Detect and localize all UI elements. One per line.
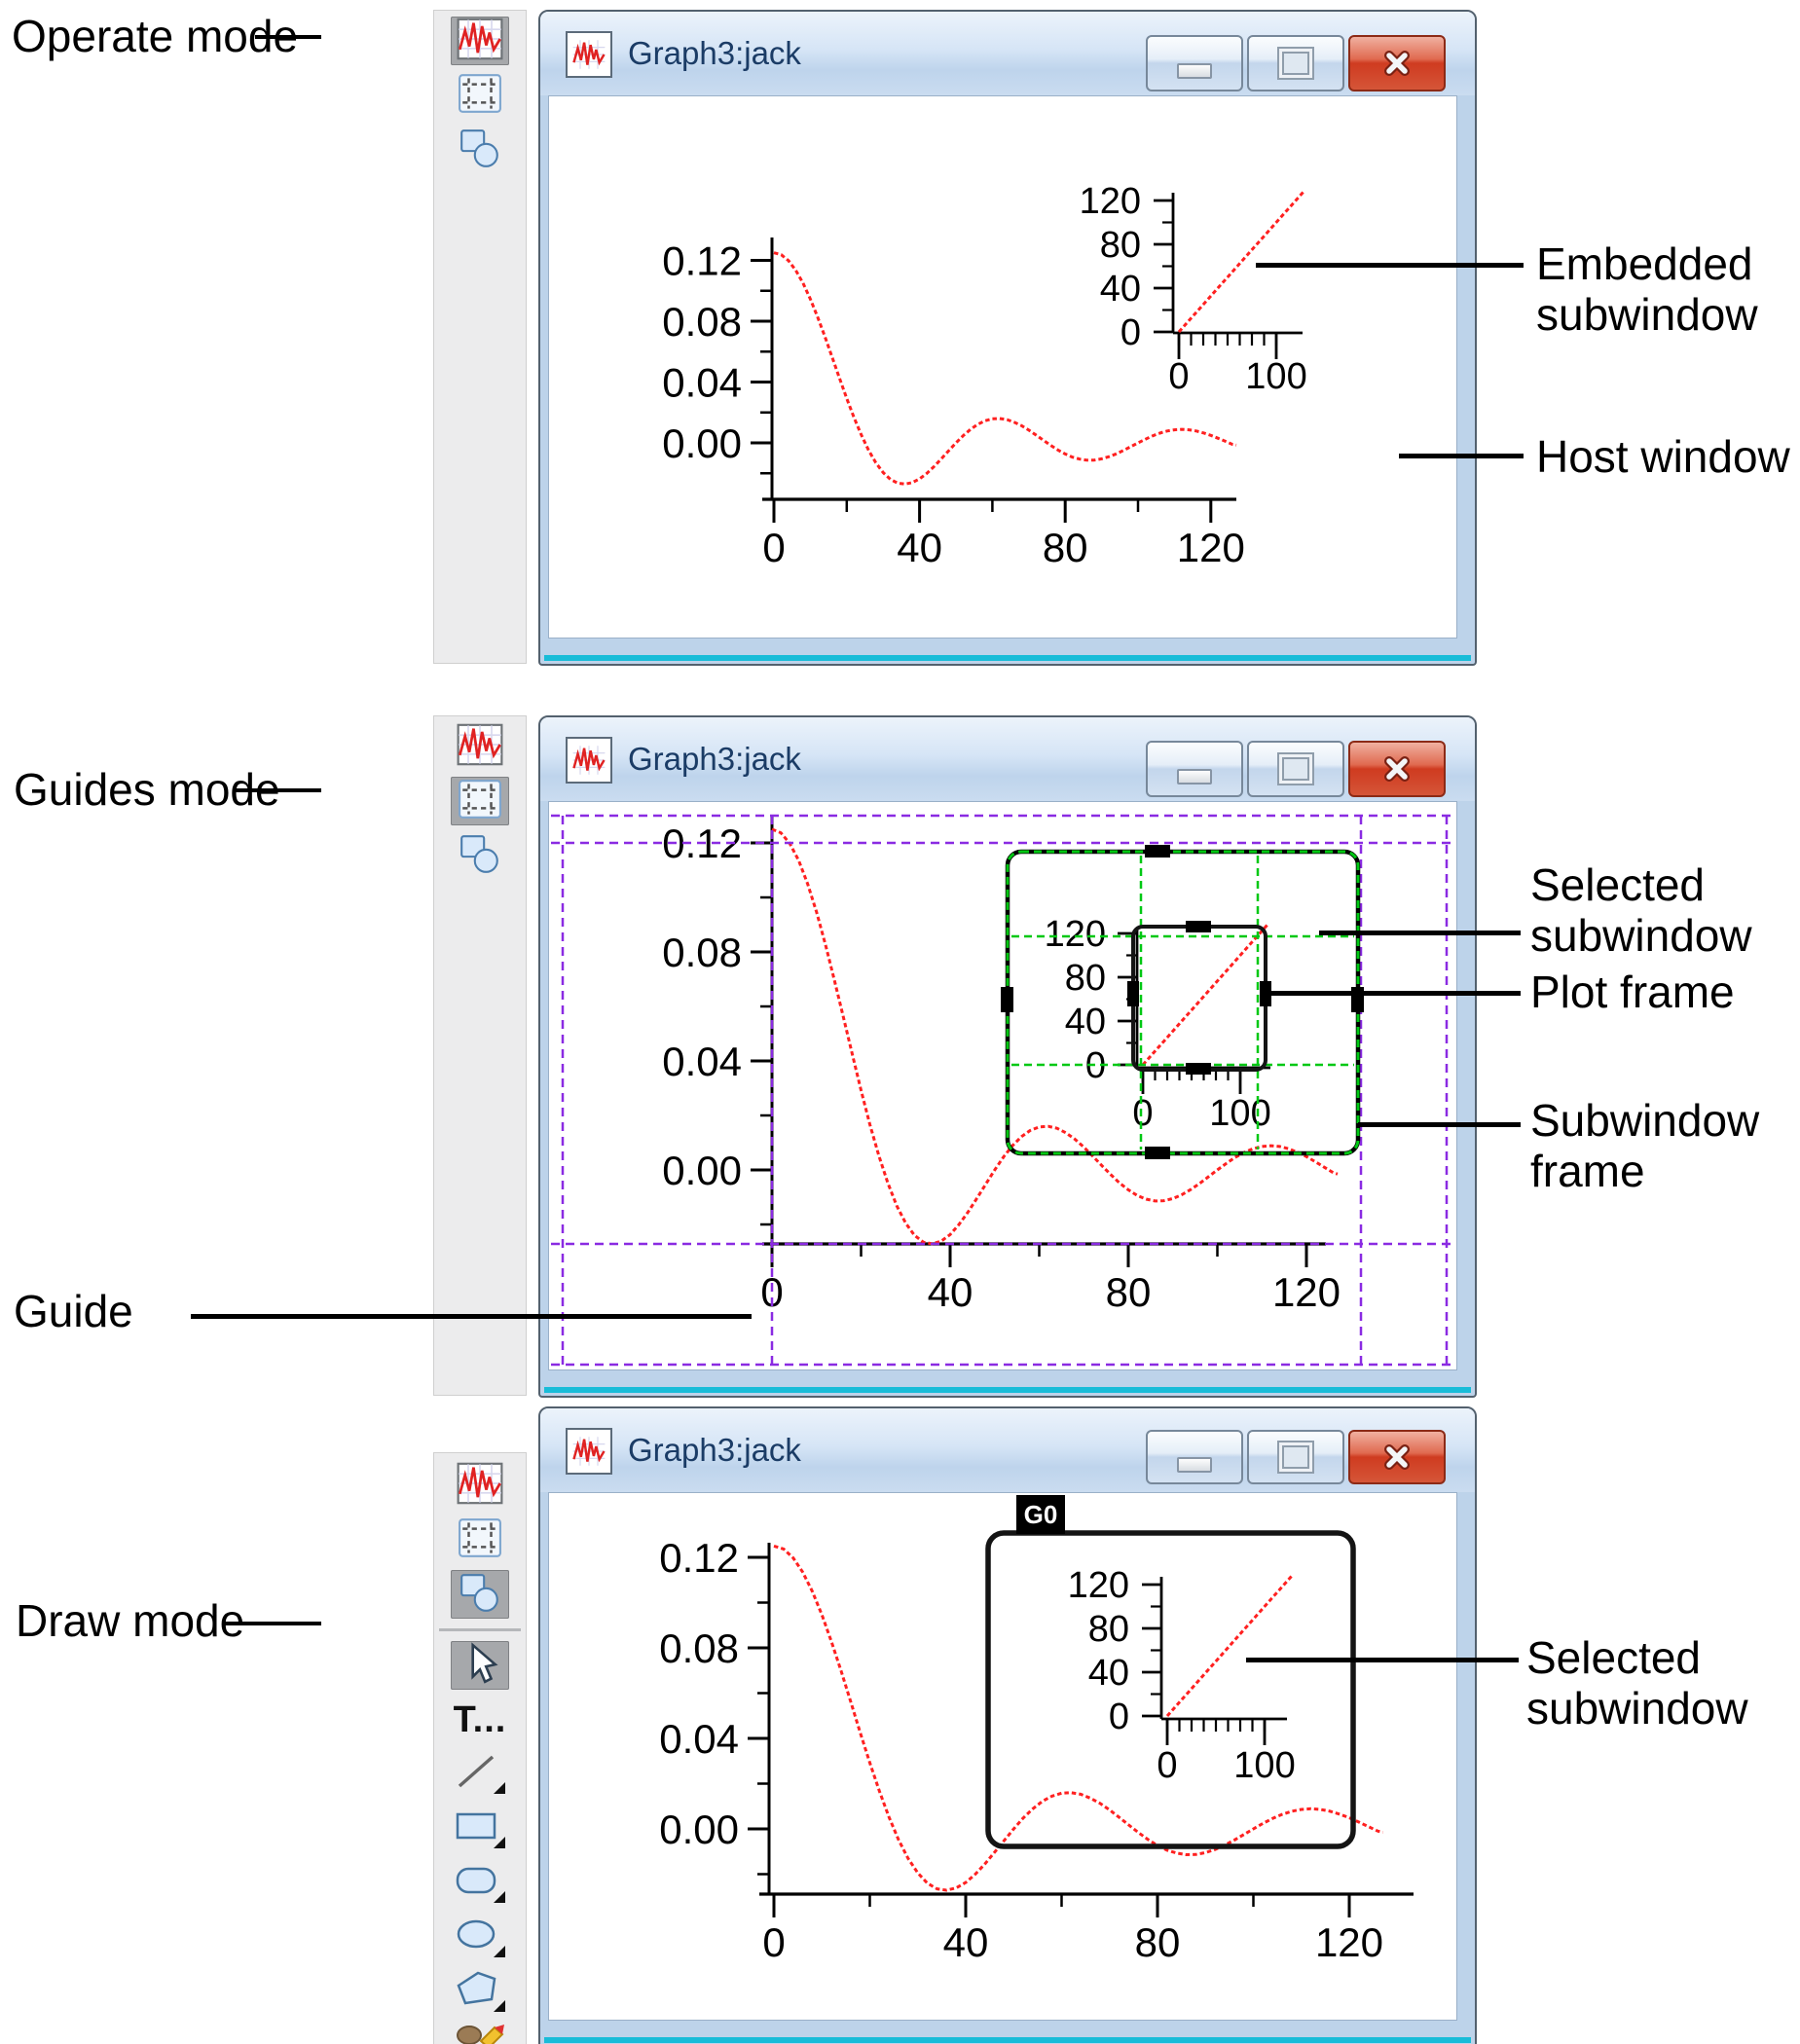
selected-subwindow-pointer: [1319, 931, 1521, 935]
guide-label: Guide: [14, 1286, 133, 1336]
guides-mode-button[interactable]: [451, 1515, 509, 1564]
draw-mode-pointer: [224, 1622, 321, 1625]
freehand-tool-icon: [454, 2022, 506, 2044]
guides-mode-button[interactable]: [451, 777, 509, 825]
titlebar[interactable]: Graph3:jack: [540, 12, 1475, 95]
embedded-subwindow-pointer: [1256, 263, 1524, 268]
graph-canvas[interactable]: [548, 95, 1457, 639]
waveform-icon: [457, 18, 503, 65]
polygon-tool-icon: [454, 1967, 506, 2019]
graph-window-guides[interactable]: Graph3:jack: [538, 715, 1477, 1398]
text-tool-button[interactable]: T...: [451, 1696, 509, 1744]
host-window-pointer: [1399, 454, 1524, 458]
maximize-button[interactable]: [1247, 1430, 1344, 1484]
toolbar-divider: [439, 1628, 521, 1631]
ellipse-tool-button[interactable]: [451, 1914, 509, 1962]
draw-mode-button[interactable]: [451, 1570, 509, 1619]
window-title: Graph3:jack: [628, 35, 801, 71]
freehand-tool-button[interactable]: [451, 2023, 509, 2044]
host-window-label: Host window: [1536, 431, 1790, 482]
arrow-cursor-icon: [458, 1641, 502, 1690]
minimize-icon: [1177, 769, 1212, 785]
shapes-icon: [458, 128, 502, 173]
graph-window-operate[interactable]: Graph3:jack: [538, 10, 1477, 666]
guides-mode-pointer: [234, 788, 321, 792]
window-bottom-accent: [544, 655, 1471, 661]
window-title: Graph3:jack: [628, 1432, 801, 1468]
close-button[interactable]: [1348, 35, 1446, 91]
draw-toolbar: T...: [433, 1452, 527, 2044]
maximize-icon: [1279, 1442, 1312, 1472]
minimize-icon: [1177, 1457, 1212, 1473]
close-icon: [1384, 51, 1410, 76]
selected-subwindow-pointer: [1246, 1658, 1519, 1662]
operate-mode-button[interactable]: [451, 17, 509, 65]
waveform-icon: [457, 1462, 503, 1510]
maximize-icon: [1279, 49, 1312, 78]
close-icon: [1384, 756, 1410, 782]
draw-mode-button[interactable]: [451, 126, 509, 174]
window-bottom-accent: [544, 1387, 1471, 1393]
plot-frame-pointer: [1262, 991, 1521, 996]
draw-mode-button[interactable]: [451, 831, 509, 880]
ellipse-tool-icon: [454, 1913, 506, 1964]
shapes-icon: [458, 1572, 502, 1618]
guide-pointer: [191, 1314, 752, 1319]
selected-subwindow-label: Selected subwindow: [1526, 1632, 1748, 1734]
rounded-rectangle-tool-button[interactable]: [451, 1859, 509, 1908]
operate-mode-label: Operate mode: [12, 11, 299, 61]
operate-mode-button[interactable]: [451, 722, 509, 771]
rectangle-tool-icon: [454, 1804, 506, 1855]
subwindow-frame-pointer: [1358, 1122, 1521, 1127]
guides-mode-button[interactable]: [451, 71, 509, 120]
maximize-icon: [1279, 754, 1312, 784]
plot-frame-label: Plot frame: [1530, 967, 1735, 1017]
rounded-rectangle-tool-icon: [454, 1858, 506, 1910]
maximize-button[interactable]: [1247, 35, 1344, 91]
draw-mode-label: Draw mode: [16, 1595, 245, 1646]
operate-mode-pointer: [255, 35, 321, 39]
close-button[interactable]: [1348, 1430, 1446, 1484]
maximize-button[interactable]: [1247, 741, 1344, 797]
window-bottom-accent: [544, 2037, 1471, 2043]
minimize-button[interactable]: [1146, 35, 1243, 91]
mode-toolbar-2: [433, 715, 527, 1396]
polygon-tool-button[interactable]: [451, 1968, 509, 2017]
graph-window-icon: [566, 737, 612, 784]
guides-icon: [458, 73, 502, 119]
graph-window-icon: [566, 31, 612, 78]
selected-subwindow-label: Selected subwindow: [1530, 859, 1752, 961]
waveform-icon: [457, 723, 503, 771]
graph-canvas[interactable]: [548, 1492, 1457, 2021]
minimize-button[interactable]: [1146, 741, 1243, 797]
titlebar[interactable]: Graph3:jack: [540, 1408, 1475, 1492]
mode-toolbar-1: [433, 10, 527, 664]
subwindow-tag[interactable]: G0: [1016, 1495, 1065, 1534]
guides-icon: [458, 779, 502, 824]
embedded-subwindow-label: Embedded subwindow: [1536, 238, 1758, 340]
text-tool-icon: T...: [453, 1698, 507, 1740]
window-title: Graph3:jack: [628, 741, 801, 777]
close-button[interactable]: [1348, 741, 1446, 797]
line-tool-icon: [454, 1749, 506, 1801]
graph-canvas[interactable]: [548, 801, 1457, 1370]
line-tool-button[interactable]: [451, 1750, 509, 1799]
subwindow-frame-label: Subwindow frame: [1530, 1095, 1760, 1196]
guides-icon: [458, 1517, 502, 1563]
minimize-icon: [1177, 63, 1212, 79]
rectangle-tool-button[interactable]: [451, 1805, 509, 1853]
minimize-button[interactable]: [1146, 1430, 1243, 1484]
graph-window-draw[interactable]: Graph3:jack: [538, 1406, 1477, 2044]
close-icon: [1384, 1444, 1410, 1470]
operate-mode-button[interactable]: [451, 1461, 509, 1510]
shapes-icon: [458, 833, 502, 879]
select-tool-button[interactable]: [451, 1641, 509, 1690]
graph-window-icon: [566, 1428, 612, 1475]
titlebar[interactable]: Graph3:jack: [540, 717, 1475, 801]
